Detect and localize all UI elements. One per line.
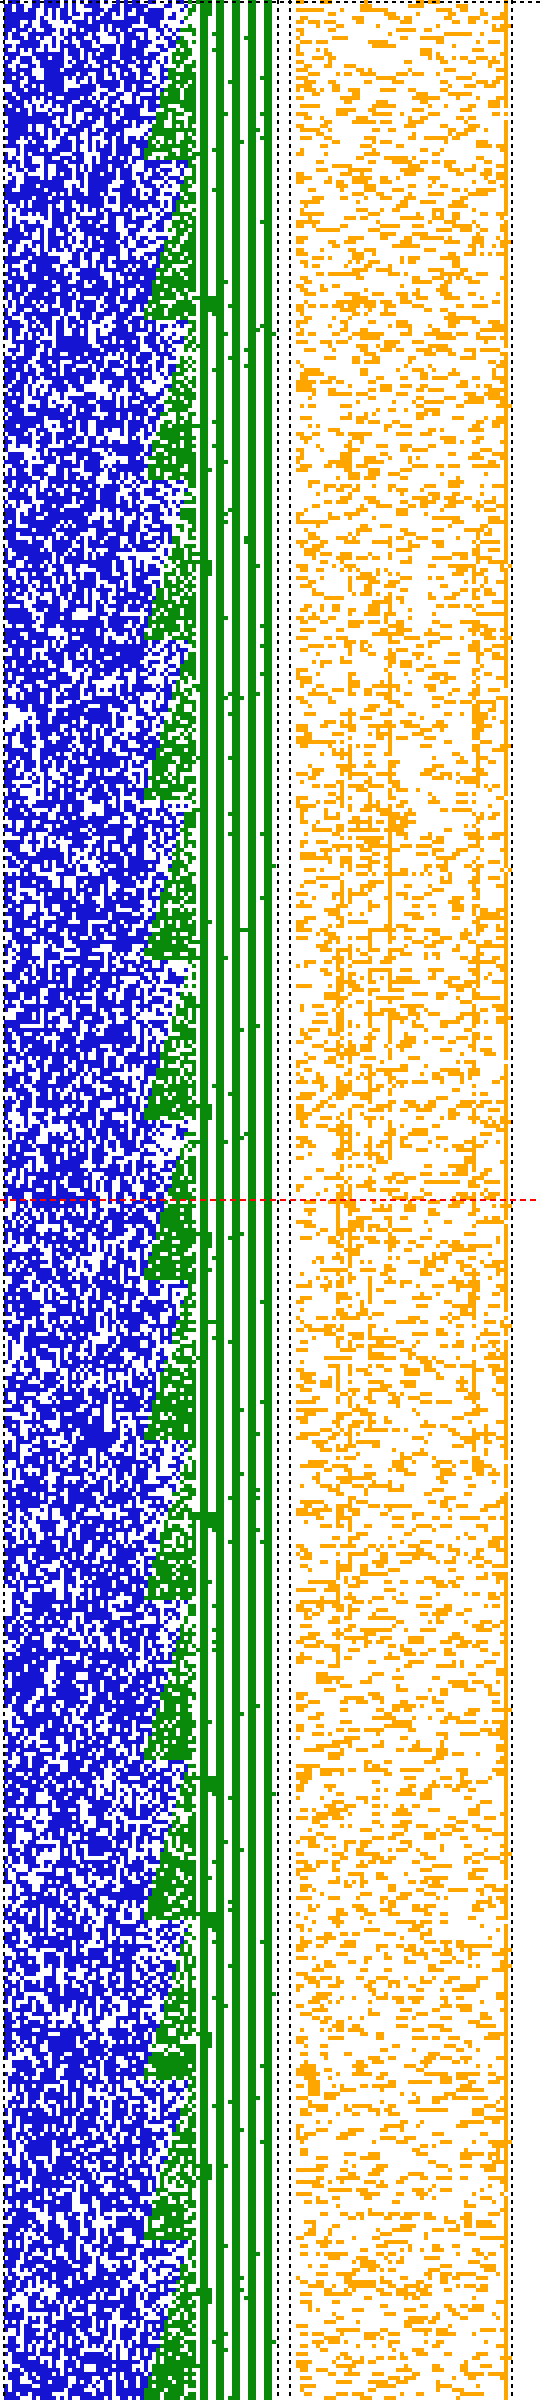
pixel-density-visualization	[0, 0, 540, 2400]
